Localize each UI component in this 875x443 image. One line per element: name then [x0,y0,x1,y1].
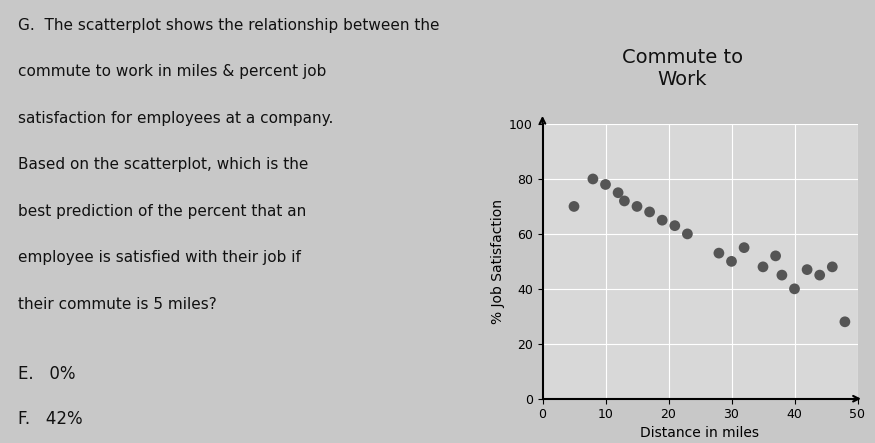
Point [775,272,789,279]
Text: Based on the scatterplot, which is the: Based on the scatterplot, which is the [18,157,308,172]
Point [655,217,669,224]
Point [668,222,682,229]
Point [724,258,738,265]
Point [788,285,802,292]
Point [642,208,656,215]
Text: commute to work in miles & percent job: commute to work in miles & percent job [18,64,326,79]
Point [630,203,644,210]
Point [838,318,852,325]
Text: Commute to
Work: Commute to Work [622,48,743,89]
Point [567,203,581,210]
Text: best prediction of the percent that an: best prediction of the percent that an [18,204,306,219]
Point [756,263,770,270]
Point [611,189,625,196]
Point [768,253,782,260]
Point [737,244,751,251]
Text: G.  The scatterplot shows the relationship between the: G. The scatterplot shows the relationshi… [18,18,439,33]
Point [618,198,632,205]
Point [681,230,695,237]
Text: satisfaction for employees at a company.: satisfaction for employees at a company. [18,111,333,126]
Point [813,272,827,279]
X-axis label: Distance in miles: Distance in miles [640,426,760,439]
Text: F.   42%: F. 42% [18,410,82,428]
Point [586,175,600,183]
Point [712,249,726,256]
Point [800,266,814,273]
Text: employee is satisfied with their job if: employee is satisfied with their job if [18,250,301,265]
Text: E.   0%: E. 0% [18,365,75,384]
Text: their commute is 5 miles?: their commute is 5 miles? [18,297,217,312]
Point [598,181,612,188]
Point [825,263,839,270]
Y-axis label: % Job Satisfaction: % Job Satisfaction [491,199,505,324]
